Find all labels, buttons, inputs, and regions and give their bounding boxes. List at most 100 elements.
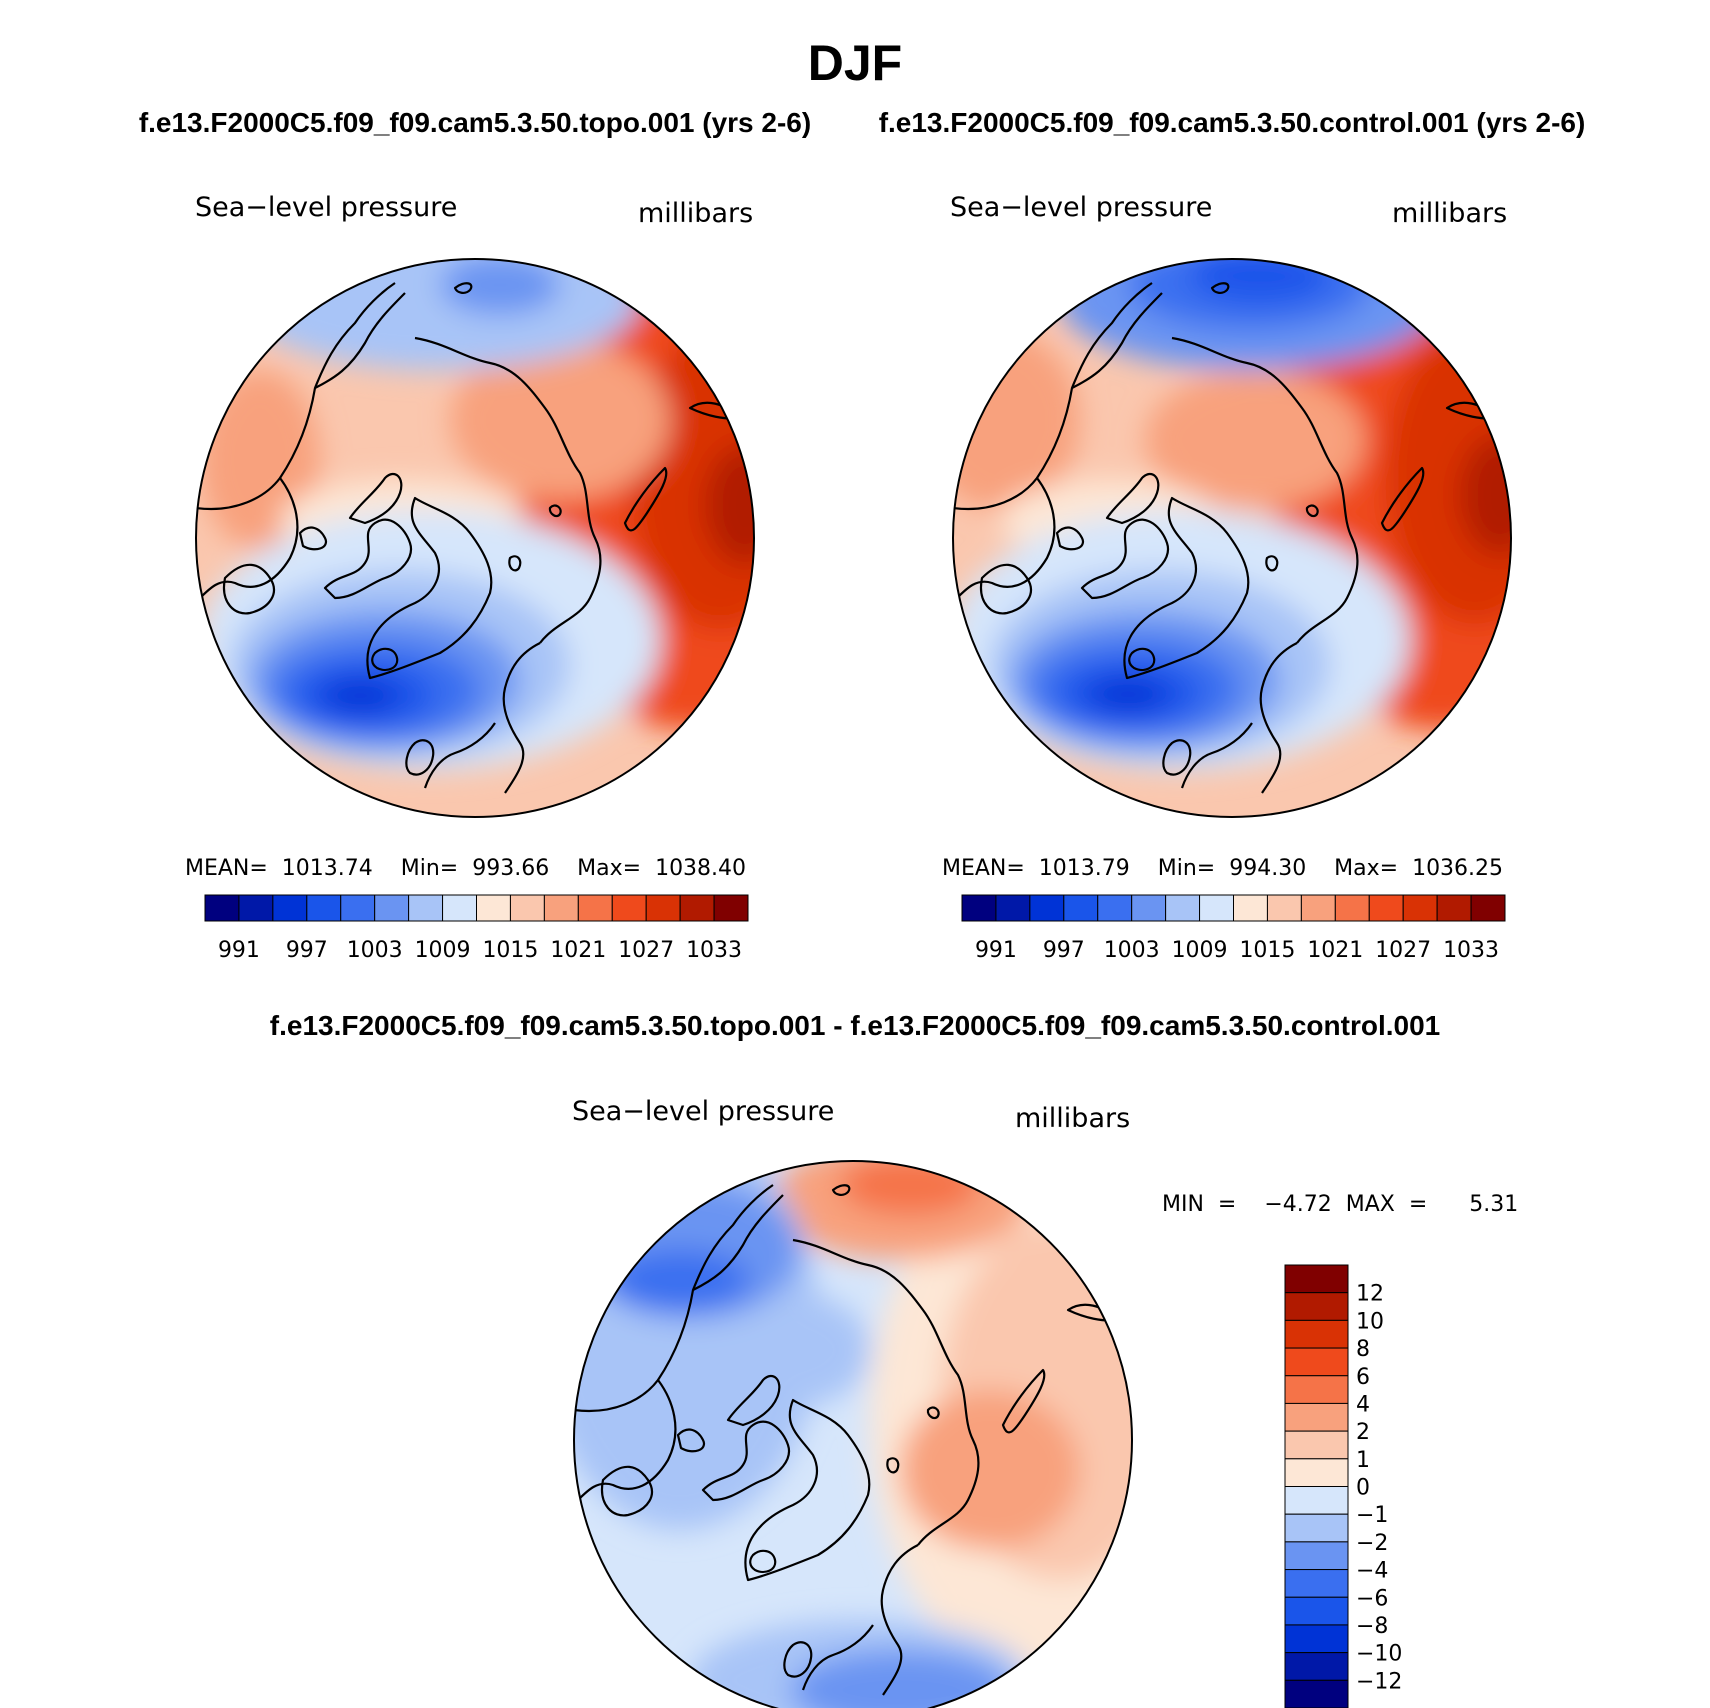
panel-topo-colorbar-swatch <box>238 894 274 922</box>
panel-topo-colorbar-tick-label: 1003 <box>347 938 403 963</box>
panel-diff-colorbar-tick-label: −4 <box>1356 1559 1388 1584</box>
panel-control-colorbar-swatch <box>1199 894 1234 922</box>
panel-topo-colorbar-swatch <box>204 894 240 922</box>
panel-diff-colorbar-swatch <box>1284 1624 1349 1654</box>
diff-title: f.e13.F2000C5.f09_f09.cam5.3.50.topo.001… <box>270 1010 1440 1041</box>
panel-diff-colorbar-swatch <box>1284 1679 1349 1708</box>
panel-control-colorbar-tick-label: 1015 <box>1239 938 1295 963</box>
panel-control-colorbar-tick-label: 1033 <box>1443 938 1499 963</box>
panel-control-colorbar-swatch <box>1470 894 1506 922</box>
panel-diff-colorbar-swatch <box>1284 1652 1349 1681</box>
panel-diff-units: millibars <box>1015 1103 1130 1134</box>
panel-control-colorbar-swatch <box>1334 894 1370 922</box>
panel-topo-colorbar-swatch <box>306 894 342 922</box>
panel-diff-colorbar-tick-label: −6 <box>1356 1586 1388 1611</box>
panel-control-colorbar-swatch <box>1029 894 1065 922</box>
panel-diff-colorbar-tick-label: 0 <box>1356 1476 1370 1501</box>
panel-diff-colorbar-swatch <box>1284 1486 1349 1515</box>
panel-control-colorbar-swatch <box>961 894 997 922</box>
panel-control-map <box>953 259 1511 817</box>
panel-diff-colorbar-tick-label: 12 <box>1356 1282 1384 1307</box>
panel-diff-variable: Sea−level pressure <box>572 1096 834 1127</box>
panel-diff-colorbar-swatch <box>1284 1541 1349 1571</box>
panel-control-stats: MEAN= 1013.79 Min= 994.30 Max= 1036.25 <box>942 856 1503 881</box>
panel-topo-colorbar-swatch <box>645 894 681 922</box>
panel-topo-map <box>196 259 754 817</box>
panel-diff-boundary <box>573 1160 1133 1708</box>
panel-topo-colorbar-tick-label: 1015 <box>482 938 538 963</box>
panel-topo-variable: Sea−level pressure <box>195 192 457 223</box>
panel-topo-colorbar-swatch <box>543 894 579 922</box>
panel-diff-colorbar-tick-label: 6 <box>1356 1365 1370 1390</box>
panel-control-colorbar-swatch <box>1233 894 1268 922</box>
panel-control-colorbar-swatch <box>1165 894 1201 922</box>
panel-diff-colorbar-swatch <box>1284 1569 1349 1598</box>
panel-diff-colorbar-swatch <box>1284 1596 1349 1626</box>
panel-topo-colorbar-swatch <box>476 894 511 922</box>
panel-topo-colorbar-swatch <box>679 894 715 922</box>
panel-diff-colorbar-tick-label: −1 <box>1356 1503 1388 1528</box>
panel-topo-colorbar-swatch <box>611 894 647 922</box>
panel-control-colorbar-swatch <box>1063 894 1099 922</box>
panel-diff-colorbar-tick-label: 8 <box>1356 1337 1370 1362</box>
panel-control-colorbar-tick-label: 997 <box>1043 938 1085 963</box>
panel-diff-colorbar-swatch <box>1284 1319 1349 1349</box>
panel-topo-colorbar-tick-label: 1033 <box>686 938 742 963</box>
panel-topo-units: millibars <box>638 198 753 229</box>
panel-topo-colorbar-tick-label: 991 <box>218 938 260 963</box>
panel-diff-colorbar-swatch <box>1284 1513 1349 1543</box>
panel-control-colorbar-tick-label: 1009 <box>1172 938 1228 963</box>
panel-control: Sea−level pressure millibars <box>942 192 1512 963</box>
panel-topo-stats: MEAN= 1013.74 Min= 993.66 Max= 1038.40 <box>185 856 746 881</box>
panel-topo-colorbar-swatch <box>408 894 444 922</box>
panel-control-colorbar-swatch <box>995 894 1031 922</box>
panel-topo: Sea−level pressure millibars <box>185 192 755 963</box>
panel-a-case-title: f.e13.F2000C5.f09_f09.cam5.3.50.topo.001… <box>139 107 811 138</box>
panel-topo-colorbar-swatch <box>272 894 308 922</box>
panel-topo-colorbar-swatch <box>442 894 477 922</box>
panel-diff-colorbar-tick-label: −2 <box>1356 1531 1388 1556</box>
panel-diff-colorbar-swatch <box>1284 1458 1349 1487</box>
panel-control-colorbar-swatch <box>1266 894 1302 922</box>
panel-topo-colorbar: 991 997 1003 1009 1015 1021 1027 1033 <box>204 894 749 963</box>
panel-diff-colorbar-swatch <box>1284 1347 1349 1377</box>
panel-topo-colorbar-tick-label: 1021 <box>550 938 606 963</box>
panel-control-colorbar-tick-label: 1027 <box>1375 938 1431 963</box>
panel-topo-colorbar-swatch <box>340 894 376 922</box>
panel-diff-colorbar-swatch <box>1284 1430 1349 1460</box>
figure-title: DJF <box>808 35 902 91</box>
panel-topo-colorbar-swatch <box>713 894 749 922</box>
panel-control-colorbar-tick-label: 991 <box>975 938 1017 963</box>
panel-control-colorbar-swatch <box>1097 894 1133 922</box>
panel-diff-colorbar-tick-label: 10 <box>1356 1309 1384 1334</box>
panel-diff-colorbar-swatch <box>1284 1375 1349 1404</box>
panel-diff-colorbar-swatch <box>1284 1402 1349 1432</box>
panel-topo-colorbar-tick-label: 1027 <box>618 938 674 963</box>
panel-control-units: millibars <box>1392 198 1507 229</box>
panel-control-variable: Sea−level pressure <box>950 192 1212 223</box>
panel-topo-colorbar-tick-label: 997 <box>286 938 328 963</box>
panel-control-colorbar-swatch <box>1436 894 1472 922</box>
panel-topo-colorbar-swatch <box>577 894 613 922</box>
panel-diff-colorbar-tick-label: 4 <box>1356 1392 1370 1417</box>
panel-diff-colorbar-tick-label: 1 <box>1356 1448 1370 1473</box>
panel-control-boundary <box>952 258 1512 818</box>
panel-b-case-title: f.e13.F2000C5.f09_f09.cam5.3.50.control.… <box>879 107 1586 138</box>
panel-control-colorbar: 991 997 1003 1009 1015 1021 1027 1033 <box>961 894 1506 963</box>
panel-topo-colorbar-swatch <box>374 894 410 922</box>
panel-diff-colorbar-tick-label: −10 <box>1356 1642 1402 1667</box>
panel-diff-colorbar-tick-label: −8 <box>1356 1614 1388 1639</box>
panel-diff-stats: MIN = −4.72 MAX = 5.31 <box>1162 1192 1518 1217</box>
panel-diff-colorbar-swatch <box>1284 1292 1349 1321</box>
panel-control-colorbar-swatch <box>1402 894 1438 922</box>
panel-topo-colorbar-tick-label: 1009 <box>415 938 471 963</box>
panel-control-colorbar-tick-label: 1021 <box>1307 938 1363 963</box>
panel-diff: Sea−level pressure millibars MIN = −4.72… <box>572 1096 1518 1708</box>
panel-control-colorbar-tick-label: 1003 <box>1104 938 1160 963</box>
panel-control-colorbar-swatch <box>1300 894 1336 922</box>
panel-topo-boundary <box>195 258 755 818</box>
panel-control-colorbar-swatch <box>1131 894 1167 922</box>
panel-diff-colorbar-tick-label: −12 <box>1356 1669 1402 1694</box>
